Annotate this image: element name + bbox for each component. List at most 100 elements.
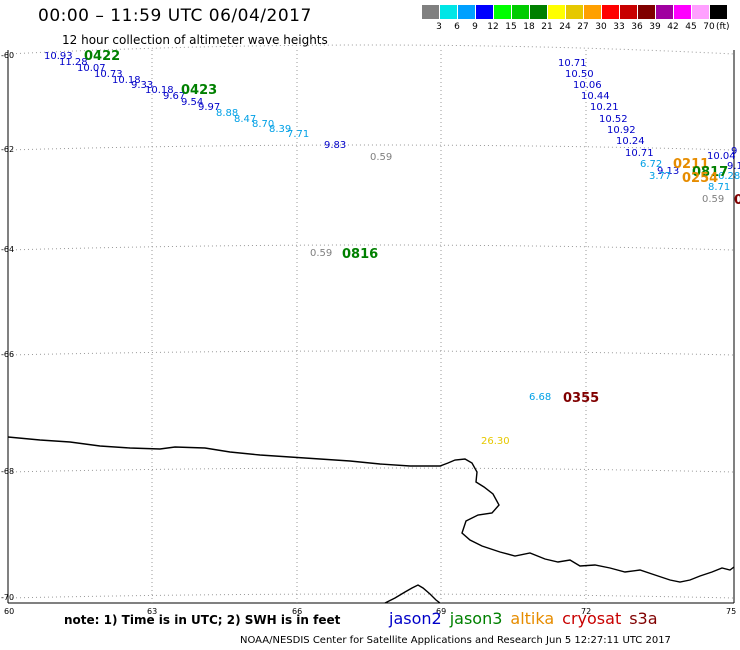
scale-label: 70 bbox=[703, 22, 715, 32]
wave-height-label: 10.18 bbox=[112, 75, 141, 86]
scale-swatch bbox=[458, 5, 475, 19]
wave-height-label: 10.04 bbox=[707, 151, 736, 162]
scale-swatch bbox=[656, 5, 673, 19]
wave-height-label: 10.21 bbox=[590, 102, 619, 113]
scale-swatch bbox=[710, 5, 727, 19]
wave-height-label: 11.28 bbox=[59, 57, 88, 68]
scale-label: 33 bbox=[613, 22, 625, 32]
wave-height-label: 10.50 bbox=[565, 69, 594, 80]
wave-height-label: 7.71 bbox=[287, 129, 310, 140]
scale-label: 36 bbox=[631, 22, 643, 32]
wave-height-label: 10.18 bbox=[145, 85, 174, 96]
wave-height-label: 6.68 bbox=[529, 392, 552, 403]
wave-height-label: 10.06 bbox=[573, 80, 602, 91]
footer-credit: NOAA/NESDIS Center for Satellite Applica… bbox=[240, 635, 671, 646]
pass-time-label: 0422 bbox=[84, 49, 121, 64]
scale-label: 39 bbox=[649, 22, 661, 32]
wave-height-label: 8.39 bbox=[269, 124, 292, 135]
scale-label: 45 bbox=[685, 22, 697, 32]
lon-label: 69 bbox=[436, 607, 447, 616]
scale-swatch bbox=[566, 5, 583, 19]
satellite-legend: jason2 jason3 altika cryosat s3a bbox=[389, 609, 666, 628]
scale-unit: (ft) bbox=[716, 22, 730, 32]
legend-jason2: jason2 bbox=[389, 609, 442, 628]
scale-swatch bbox=[512, 5, 529, 19]
pass-time-label: 0355 bbox=[563, 391, 600, 406]
wave-height-label: 9.83 bbox=[324, 140, 347, 151]
scale-swatch bbox=[602, 5, 619, 19]
parallel-66 bbox=[7, 350, 735, 356]
wave-height-label: 9.54 bbox=[181, 97, 204, 108]
scale-label: 6 bbox=[454, 22, 460, 32]
lat-label: -68 bbox=[1, 467, 15, 476]
wave-height-label: 9.33 bbox=[131, 80, 154, 91]
scale-swatch bbox=[440, 5, 457, 19]
wave-height-label: 10.71 bbox=[558, 58, 587, 69]
scale-swatch bbox=[638, 5, 655, 19]
legend-cryosat: cryosat bbox=[562, 609, 622, 628]
scale-label: 9 bbox=[472, 22, 478, 32]
coastline bbox=[7, 436, 735, 583]
pass-time-label: 0254 bbox=[682, 171, 719, 186]
lon-label: 72 bbox=[581, 607, 592, 616]
wave-height-label: 10.73 bbox=[94, 69, 123, 80]
scale-swatch bbox=[620, 5, 637, 19]
lat-label: -62 bbox=[1, 145, 15, 154]
wave-height-label: 6.72 bbox=[640, 159, 663, 170]
pass-time-label: 0816 bbox=[342, 247, 379, 262]
parallel-68 bbox=[7, 467, 735, 473]
legend-jason3: jason3 bbox=[449, 609, 503, 628]
pass-time-label: 0423 bbox=[181, 83, 218, 98]
lat-label: -66 bbox=[1, 350, 15, 359]
wave-height-label: 3.77 bbox=[649, 171, 672, 182]
wave-height-label: 10.52 bbox=[599, 114, 628, 125]
scale-swatch bbox=[422, 5, 439, 19]
wave-height-label: 10.07 bbox=[77, 63, 106, 74]
lon-label: 60 bbox=[4, 607, 15, 616]
scale-label: 27 bbox=[577, 22, 589, 32]
scale-label: 21 bbox=[541, 22, 553, 32]
wave-height-label: 8.47 bbox=[234, 114, 257, 125]
scale-swatch bbox=[674, 5, 691, 19]
wave-height-label: 10.92 bbox=[607, 125, 636, 136]
meridian-lines bbox=[151, 50, 587, 603]
wave-height-label: 8.70 bbox=[252, 119, 275, 130]
lat-label: -70 bbox=[1, 593, 15, 602]
pass-time-label: 0817 bbox=[692, 165, 729, 180]
wave-height-label: 6.28 bbox=[718, 171, 740, 182]
scale-label: 24 bbox=[559, 22, 571, 32]
wave-height-label: 9.97 bbox=[198, 102, 221, 113]
scale-label: 30 bbox=[595, 22, 607, 32]
wave-height-label: 0.59 bbox=[370, 152, 393, 163]
parallel-70 bbox=[7, 593, 735, 599]
scale-label: 12 bbox=[487, 22, 499, 32]
scale-swatch bbox=[584, 5, 601, 19]
pass-time-label: 0211 bbox=[673, 157, 710, 172]
lon-label: 75 bbox=[726, 607, 737, 616]
wave-height-label: 9.67 bbox=[163, 91, 186, 102]
scale-label: 42 bbox=[667, 22, 679, 32]
wave-height-label: 8.71 bbox=[708, 182, 731, 193]
wave-height-label: 10.71 bbox=[625, 148, 654, 159]
scale-label: 15 bbox=[505, 22, 517, 32]
wave-height-label: 10.44 bbox=[581, 91, 610, 102]
map-subtitle: 12 hour collection of altimeter wave hei… bbox=[62, 33, 328, 47]
lat-label: -64 bbox=[1, 245, 15, 254]
wave-height-label: 0.59 bbox=[702, 194, 725, 205]
scale-label: 3 bbox=[436, 22, 442, 32]
wave-height-label: 10.93 bbox=[44, 51, 73, 62]
wave-height-label: 0.59 bbox=[310, 248, 333, 259]
legend-s3a: s3a bbox=[629, 609, 658, 628]
legend-altika: altika bbox=[510, 609, 555, 628]
wave-height-label: 26.30 bbox=[481, 436, 510, 447]
wave-height-label: 9 bbox=[731, 146, 738, 157]
lon-label: 66 bbox=[292, 607, 303, 616]
wave-height-label: 9.13 bbox=[657, 166, 680, 177]
pass-time-label: 0 bbox=[734, 193, 740, 208]
scale-swatch bbox=[494, 5, 511, 19]
coastline-segment bbox=[384, 584, 441, 604]
units-note: note: 1) Time is in UTC; 2) SWH is in fe… bbox=[64, 613, 341, 627]
lat-label: -60 bbox=[1, 51, 15, 60]
wave-height-label: 10.24 bbox=[616, 136, 645, 147]
